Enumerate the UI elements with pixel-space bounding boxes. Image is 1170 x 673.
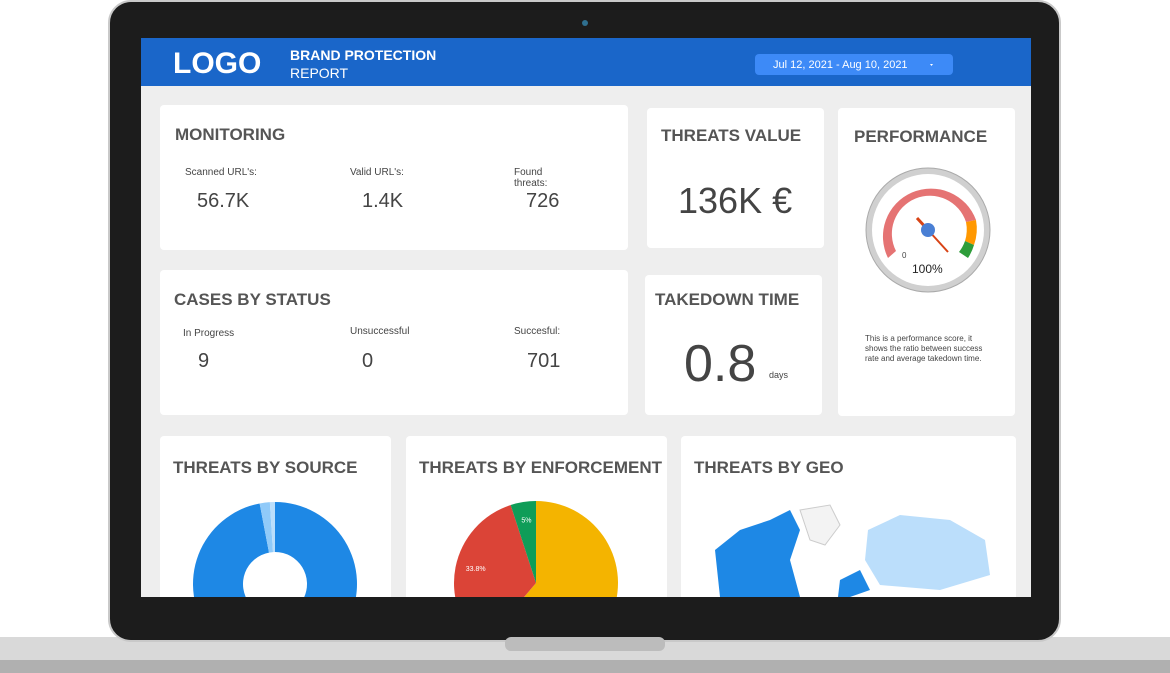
map-region [838,570,870,597]
report-subtitle: REPORT [290,65,349,81]
metric-value: 1.4K [362,190,404,212]
metric-value: 9 [198,350,210,372]
threats-value: 136K € [678,180,793,221]
map-region [715,510,800,597]
metric-value: 0 [362,350,374,372]
date-picker[interactable] [755,54,953,75]
camera [582,20,588,26]
gauge-value: 100% [912,262,943,276]
metric-label: Valid URL's: [350,167,404,178]
laptop-notch [505,637,665,651]
card-title: CASES BY STATUS [174,290,331,309]
gauge-orange-band [965,220,977,245]
gauge-hub [921,223,935,237]
card [647,108,824,248]
map [715,504,990,597]
card-title: THREATS BY GEO [694,458,844,477]
gauge-red-band [882,188,976,258]
metric-value: 56.7K [197,190,250,212]
laptop-base-edge [0,660,1170,673]
card [160,270,628,415]
gauge-min: 0 [902,251,907,260]
gauge [865,167,991,293]
card [645,275,822,415]
metric-label: Found threats: [514,167,548,189]
metric-label: Succesful: [514,326,561,337]
map-region [799,504,841,546]
takedown-unit: days [769,370,789,380]
pie-slice [510,501,536,583]
map-region [865,515,990,590]
pie-slice [524,501,618,597]
performance-description: This is a performance score, it shows th… [865,334,983,363]
pie-slice [259,502,273,553]
card-title: THREATS VALUE [661,126,802,145]
metric-label: In Progress [183,328,235,339]
metric-label: Scanned URL's: [185,167,257,178]
card [160,105,628,250]
metric-value: 701 [527,350,561,372]
slice-label: 33.8% [466,566,486,573]
card-title: PERFORMANCE [854,127,988,146]
report-title: BRAND PROTECTION [290,47,437,63]
card-title: THREATS BY ENFORCEMENT [419,458,663,477]
pie-slice [454,505,536,597]
takedown-value: 0.8 [684,335,757,393]
date-range[interactable]: Jul 12, 2021 - Aug 10, 2021 [773,59,908,71]
metric-label: Unsuccessful [350,326,410,337]
card-title: MONITORING [175,125,286,144]
pie-slice [269,502,275,553]
card-title: THREATS BY SOURCE [173,458,358,477]
slice-label: 5% [521,517,531,524]
pie-slice [193,502,357,597]
gauge-green-band [959,241,974,258]
logo: LOGO [173,47,262,80]
metric-value: 726 [526,190,560,212]
card-title: TAKEDOWN TIME [655,290,800,309]
dropdown-caret [930,64,933,66]
